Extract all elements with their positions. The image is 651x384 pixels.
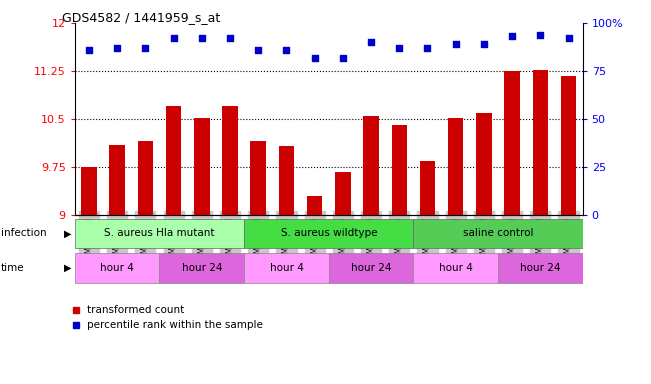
Text: ▶: ▶ — [64, 228, 72, 238]
Text: hour 4: hour 4 — [270, 263, 303, 273]
Text: hour 24: hour 24 — [182, 263, 222, 273]
Bar — [420, 161, 436, 215]
Bar — [75, 253, 159, 283]
Text: hour 24: hour 24 — [351, 263, 391, 273]
Bar — [159, 253, 244, 283]
Text: hour 4: hour 4 — [439, 263, 473, 273]
Point — [422, 45, 433, 51]
Bar — [448, 118, 464, 215]
Bar — [391, 126, 407, 215]
Bar — [561, 76, 576, 215]
Text: hour 4: hour 4 — [100, 263, 134, 273]
Point — [140, 45, 150, 51]
Bar — [533, 70, 548, 215]
Point — [338, 55, 348, 61]
Bar — [81, 167, 97, 215]
Point — [84, 47, 94, 53]
Point — [169, 35, 179, 41]
Point — [478, 41, 489, 47]
Bar — [279, 146, 294, 215]
Point — [197, 35, 207, 41]
Bar — [505, 71, 520, 215]
Text: time: time — [1, 263, 24, 273]
Text: infection: infection — [1, 228, 46, 238]
Legend: transformed count, percentile rank within the sample: transformed count, percentile rank withi… — [67, 301, 267, 334]
Bar — [109, 145, 125, 215]
Bar — [244, 218, 413, 248]
Point — [366, 39, 376, 45]
Bar — [335, 172, 351, 215]
Text: ▶: ▶ — [64, 263, 72, 273]
Bar — [413, 218, 583, 248]
Point — [535, 31, 546, 38]
Text: GDS4582 / 1441959_s_at: GDS4582 / 1441959_s_at — [62, 12, 220, 25]
Text: S. aureus wildtype: S. aureus wildtype — [281, 228, 377, 238]
Point — [225, 35, 235, 41]
Point — [563, 35, 574, 41]
Text: S. aureus Hla mutant: S. aureus Hla mutant — [104, 228, 215, 238]
Point — [253, 47, 264, 53]
Bar — [329, 253, 413, 283]
Text: hour 24: hour 24 — [520, 263, 561, 273]
Bar — [222, 106, 238, 215]
Point — [450, 41, 461, 47]
Point — [112, 45, 122, 51]
Text: saline control: saline control — [463, 228, 533, 238]
Point — [507, 33, 518, 40]
Bar — [137, 141, 153, 215]
Bar — [413, 253, 498, 283]
Bar — [166, 106, 182, 215]
Bar — [307, 196, 322, 215]
Bar — [251, 141, 266, 215]
Point — [309, 55, 320, 61]
Bar — [476, 113, 492, 215]
Bar — [194, 118, 210, 215]
Bar — [244, 253, 329, 283]
Bar — [75, 218, 244, 248]
Point — [394, 45, 404, 51]
Bar — [498, 253, 583, 283]
Bar — [363, 116, 379, 215]
Point — [281, 47, 292, 53]
